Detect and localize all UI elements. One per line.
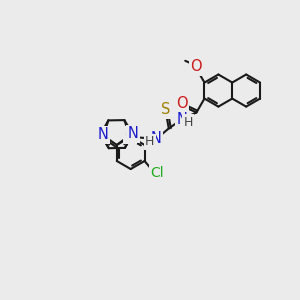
Text: H: H (184, 116, 193, 129)
Text: H: H (145, 135, 154, 148)
Text: Cl: Cl (150, 166, 164, 180)
Text: N: N (176, 112, 187, 127)
Text: O: O (190, 59, 202, 74)
Text: N: N (98, 127, 109, 142)
Text: O: O (124, 128, 136, 143)
Text: N: N (127, 126, 138, 141)
Text: O: O (176, 95, 188, 110)
Text: N: N (151, 131, 162, 146)
Text: S: S (161, 102, 170, 117)
